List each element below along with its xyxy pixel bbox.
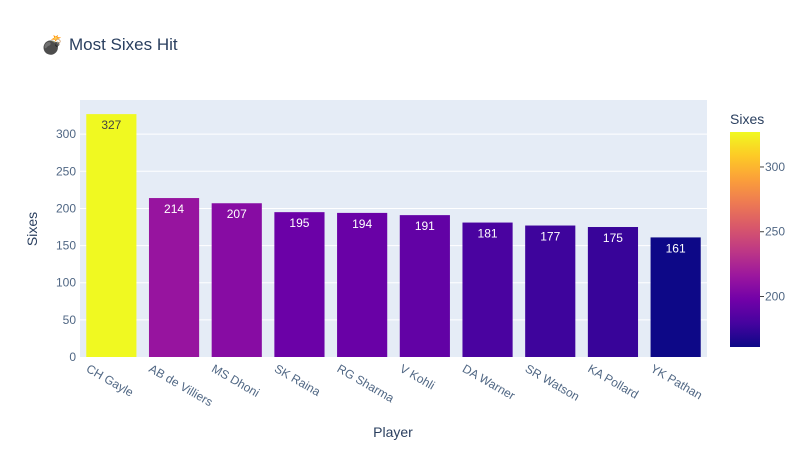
x-tick-label: SK Raina [272, 361, 323, 399]
bar-value-label: 161 [666, 241, 686, 255]
x-tick-label: RG Sharma [335, 361, 397, 405]
y-tick-label: 250 [56, 164, 76, 178]
bars [86, 114, 701, 357]
x-tick-label: YK Pathan [648, 361, 705, 402]
bar-value-label: 191 [415, 219, 435, 233]
bar-ms-dhoni[interactable] [211, 203, 262, 357]
y-tick-label: 100 [56, 276, 76, 290]
bar-value-label: 327 [101, 118, 121, 132]
y-tick-label: 150 [56, 239, 76, 253]
colorbar-title: Sixes [730, 111, 764, 127]
colorbar-ticks: 200 250 300 [760, 160, 785, 303]
x-tick-label: SR Watson [523, 361, 582, 403]
y-tick-label: 300 [56, 127, 76, 141]
bar-ka-pollard[interactable] [587, 227, 639, 357]
y-axis-ticks: 0 50 100 150 200 250 300 [56, 127, 76, 364]
bar-da-warner[interactable] [462, 222, 513, 357]
colorbar-tick-label: 300 [765, 160, 785, 174]
bar-sr-watson[interactable] [525, 225, 576, 357]
bar-ab-de-villiers[interactable] [148, 198, 200, 357]
data-labels: 327 214 207 195 194 191 181 177 175 161 [101, 118, 686, 255]
bar-yk-pathan[interactable] [650, 237, 701, 357]
y-axis-title: Sixes [24, 212, 40, 246]
y-tick-label: 50 [63, 313, 77, 327]
bar-ch-gayle[interactable] [86, 114, 137, 357]
bar-value-label: 214 [164, 202, 184, 216]
bar-rg-sharma[interactable] [337, 212, 388, 357]
y-tick-label: 200 [56, 201, 76, 215]
bar-sk-raina[interactable] [274, 212, 325, 357]
colorbar-tick-label: 250 [765, 225, 785, 239]
bar-value-label: 181 [478, 227, 498, 241]
x-axis-title: Player [373, 424, 413, 440]
x-tick-label: KA Pollard [585, 361, 641, 401]
bar-value-label: 177 [540, 230, 560, 244]
y-tick-label: 0 [69, 350, 76, 364]
x-tick-label: DA Warner [460, 361, 517, 402]
bar-value-label: 175 [603, 231, 623, 245]
bomb-icon: 💣 [41, 34, 63, 57]
colorbar-tick-label: 200 [765, 289, 785, 303]
bar-v-kohli[interactable] [399, 215, 450, 357]
chart-title: Most Sixes Hit [69, 35, 178, 54]
colorbar [730, 132, 760, 347]
bar-value-label: 207 [227, 207, 247, 221]
x-tick-label: AB de Villiers [147, 361, 216, 409]
bar-value-label: 195 [289, 216, 309, 230]
bar-value-label: 194 [352, 217, 372, 231]
x-tick-label: CH Gayle [84, 361, 136, 399]
x-tick-label: MS Dhoni [209, 361, 262, 399]
x-tick-label: V Kohli [397, 361, 437, 392]
